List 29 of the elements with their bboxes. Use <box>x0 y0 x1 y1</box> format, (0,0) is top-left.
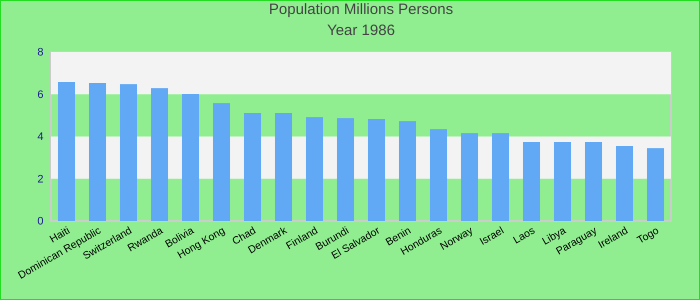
x-tick-label: Laos <box>511 224 537 246</box>
bar <box>244 113 262 221</box>
y-tick-label: 6 <box>37 88 44 101</box>
bar <box>460 133 478 221</box>
y-tick-label: 8 <box>37 46 44 58</box>
bar <box>212 103 230 221</box>
bar <box>398 121 416 221</box>
bar <box>584 142 602 221</box>
bar <box>554 142 572 221</box>
y-tick-label: 0 <box>37 216 44 228</box>
bar <box>120 84 138 221</box>
chart-title: Population Millions Persons <box>268 1 454 18</box>
bar <box>182 94 200 221</box>
bar <box>430 129 448 221</box>
y-tick-label: 2 <box>37 173 44 186</box>
bar <box>306 117 324 221</box>
bar <box>274 113 292 221</box>
bar <box>150 88 168 221</box>
bar <box>368 118 386 221</box>
x-tick-label: Togo <box>635 224 662 246</box>
bar <box>522 142 540 221</box>
chart-subtitle: Year 1986 <box>327 22 395 39</box>
bar <box>336 118 354 221</box>
bar <box>492 133 510 221</box>
bar <box>616 146 634 221</box>
bar <box>58 82 76 221</box>
y-tick-label: 4 <box>37 131 44 143</box>
bar <box>646 148 664 221</box>
bar <box>88 83 106 221</box>
